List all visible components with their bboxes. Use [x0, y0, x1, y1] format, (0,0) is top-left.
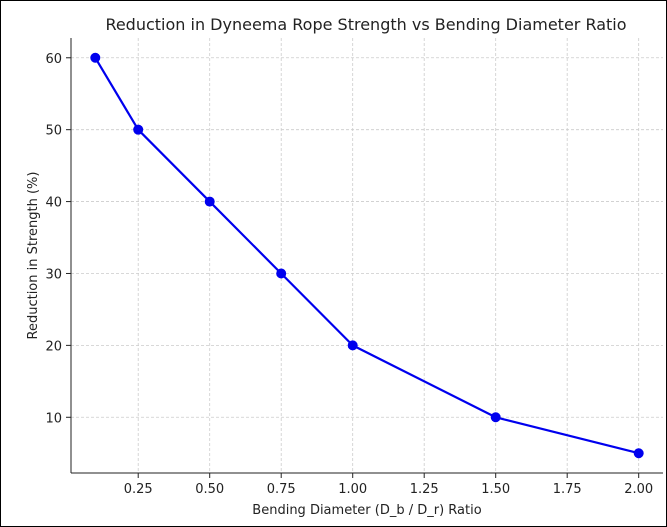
- data-point: [490, 412, 501, 423]
- chart-title: Reduction in Dyneema Rope Strength vs Be…: [105, 15, 626, 34]
- x-tick-label: 0.75: [267, 482, 296, 497]
- grid: [71, 38, 663, 473]
- x-tick-label: 0.50: [195, 482, 224, 497]
- y-tick-label: 50: [45, 124, 62, 139]
- axes: 0.25 0.50 0.75 1.00 1.25 1.50 1.75 2.00 10 20 30 40…: [45, 38, 663, 497]
- data-point: [347, 340, 358, 351]
- y-tick-label: 10: [45, 411, 62, 426]
- y-tick-label: 60: [45, 52, 62, 67]
- data-point: [90, 52, 101, 63]
- x-axis-title: Bending Diameter (D_b / D_r) Ratio: [252, 503, 481, 518]
- data-point: [133, 124, 144, 135]
- y-axis-title: Reduction in Strength (%): [26, 172, 41, 340]
- data-point: [204, 196, 215, 207]
- x-tick-label: 0.25: [124, 482, 153, 497]
- x-tick-label: 2.00: [624, 482, 653, 497]
- y-tick-label: 30: [45, 267, 62, 282]
- x-tick-label: 1.50: [481, 482, 510, 497]
- data-point: [276, 268, 287, 279]
- x-tick-label: 1.75: [553, 482, 582, 497]
- x-tick-label: 1.00: [338, 482, 367, 497]
- series-line: [94, 57, 639, 455]
- y-tick-label: 40: [45, 196, 62, 211]
- y-tick-label: 20: [45, 339, 62, 354]
- data-point: [633, 448, 644, 459]
- data-series: [90, 52, 644, 459]
- x-tick-label: 1.25: [410, 482, 439, 497]
